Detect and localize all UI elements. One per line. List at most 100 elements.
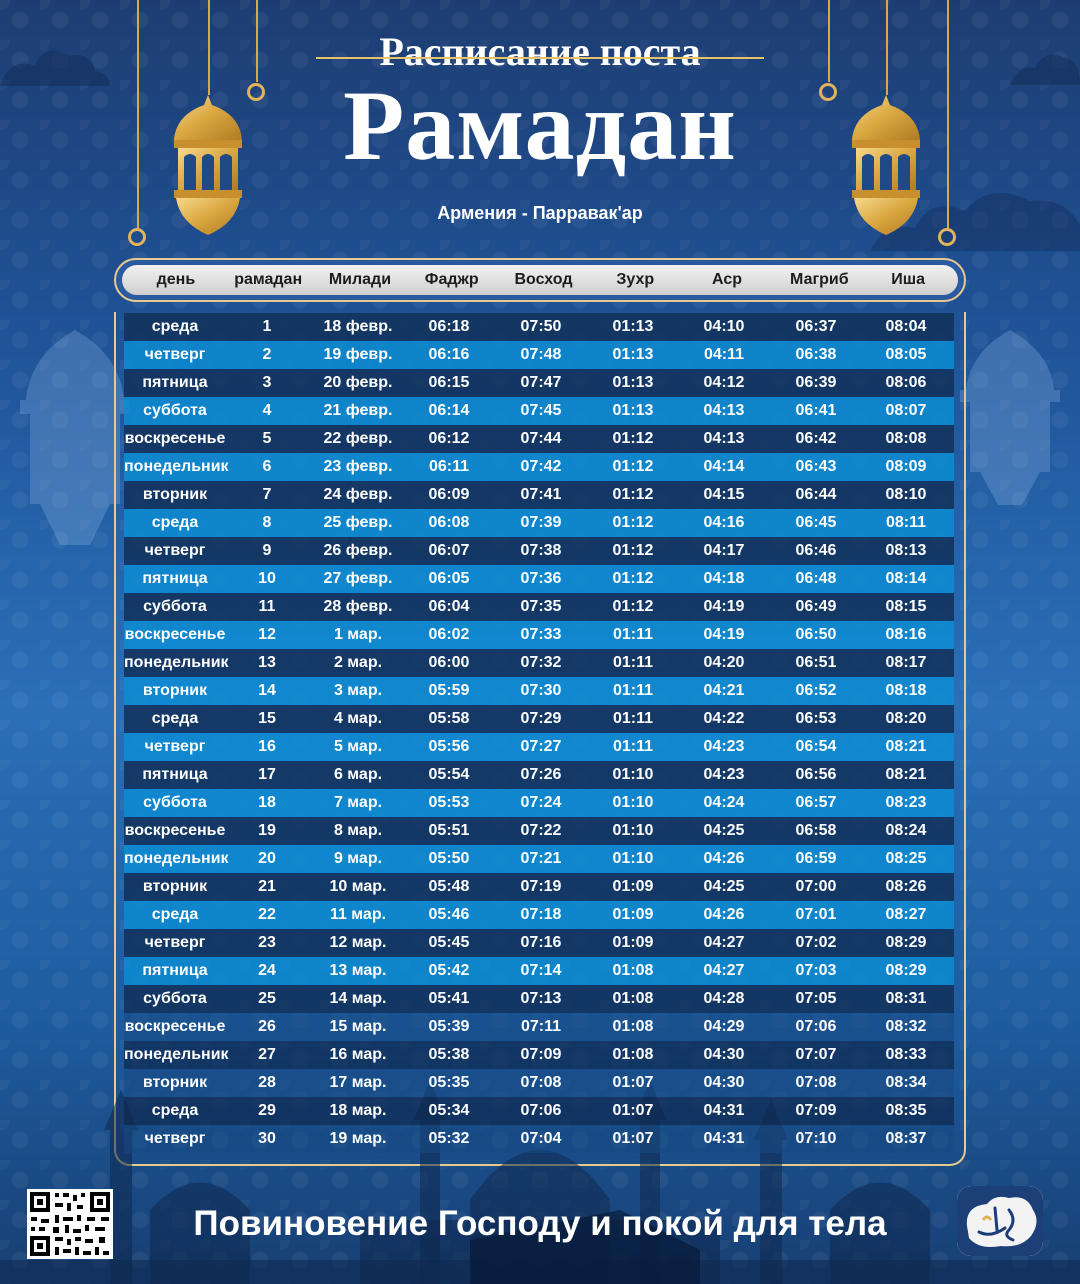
cell-isha: 08:14 xyxy=(885,570,927,587)
cell-fajr: 05:59 xyxy=(428,682,470,699)
cell-maghrib: 06:51 xyxy=(795,654,837,671)
cell-asr: 04:12 xyxy=(703,374,745,391)
cell-ramadan-day: 28 xyxy=(258,1074,276,1091)
cell-dhuhr: 01:10 xyxy=(612,766,654,783)
cell-ramadan-day: 10 xyxy=(258,570,276,587)
cell-isha: 08:13 xyxy=(885,542,927,559)
cell-dhuhr: 01:13 xyxy=(612,318,654,335)
cell-fajr: 06:05 xyxy=(428,570,470,587)
cell-dhuhr: 01:08 xyxy=(612,990,654,1007)
col-header-ramadan: рамадан xyxy=(234,271,303,288)
cell-ramadan-day: 4 xyxy=(262,402,272,419)
table-row: среда 29 18 мар. 05:34 07:06 01:07 04:31 07:09 0… xyxy=(124,1097,954,1125)
cell-dhuhr: 01:10 xyxy=(612,794,654,811)
cell-isha: 08:18 xyxy=(885,682,927,699)
cell-isha: 08:15 xyxy=(885,598,927,615)
cell-sunrise: 07:18 xyxy=(520,906,562,923)
cell-asr: 04:19 xyxy=(703,598,745,615)
calligraphy-logo-icon[interactable] xyxy=(957,1186,1043,1256)
cell-fajr: 05:48 xyxy=(428,878,470,895)
cell-dhuhr: 01:08 xyxy=(612,1018,654,1035)
cell-asr: 04:13 xyxy=(703,402,745,419)
cell-sunrise: 07:45 xyxy=(520,402,562,419)
table-row: суббота 4 21 февр. 06:14 07:45 01:13 04:13 06:4… xyxy=(124,397,954,425)
cell-fajr: 05:50 xyxy=(428,850,470,867)
table-row: воскресенье 12 1 мар. 06:02 07:33 01:11 04:19 0… xyxy=(124,621,954,649)
cell-asr: 04:20 xyxy=(703,654,745,671)
cell-ramadan-day: 26 xyxy=(258,1018,276,1035)
cell-dhuhr: 01:09 xyxy=(612,906,654,923)
cell-fajr: 06:12 xyxy=(428,430,470,447)
chain-2 xyxy=(208,0,210,95)
cell-day: среда xyxy=(151,710,199,727)
cell-asr: 04:31 xyxy=(703,1102,745,1119)
cell-maghrib: 06:45 xyxy=(795,514,837,531)
cell-dhuhr: 01:10 xyxy=(612,822,654,839)
cell-ramadan-day: 19 xyxy=(258,822,276,839)
cell-maghrib: 07:06 xyxy=(795,1018,837,1035)
cell-fajr: 05:45 xyxy=(428,934,470,951)
table-row: суббота 18 7 мар. 05:53 07:24 01:10 04:24 06:57… xyxy=(124,789,954,817)
cell-isha: 08:24 xyxy=(885,822,927,839)
cell-maghrib: 06:49 xyxy=(795,598,837,615)
cell-fajr: 05:46 xyxy=(428,906,470,923)
cell-ramadan-day: 2 xyxy=(262,346,272,363)
table-row: четверг 2 19 февр. 06:16 07:48 01:13 04:11 06:3… xyxy=(124,341,954,369)
cell-asr: 04:25 xyxy=(703,822,745,839)
cell-isha: 08:11 xyxy=(885,514,927,531)
cell-maghrib: 06:56 xyxy=(795,766,837,783)
cell-isha: 08:07 xyxy=(885,402,927,419)
cell-maghrib: 07:07 xyxy=(795,1046,837,1063)
cell-dhuhr: 01:11 xyxy=(612,738,654,755)
cell-dhuhr: 01:13 xyxy=(612,346,654,363)
cell-ramadan-day: 27 xyxy=(258,1046,276,1063)
cell-isha: 08:25 xyxy=(885,850,927,867)
cell-isha: 08:34 xyxy=(885,1074,927,1091)
cell-sunrise: 07:44 xyxy=(520,430,562,447)
cell-asr: 04:10 xyxy=(703,318,745,335)
cell-fajr: 06:16 xyxy=(428,346,470,363)
cloud-left xyxy=(0,50,110,86)
cell-sunrise: 07:42 xyxy=(520,458,562,475)
cell-day: вторник xyxy=(142,1074,208,1091)
cell-ramadan-day: 21 xyxy=(258,878,276,895)
cell-fajr: 05:42 xyxy=(428,962,470,979)
cell-ramadan-day: 11 xyxy=(258,598,276,615)
cell-dhuhr: 01:08 xyxy=(612,1046,654,1063)
cell-ramadan-day: 25 xyxy=(258,990,276,1007)
cell-sunrise: 07:38 xyxy=(520,542,562,559)
table-row: суббота 25 14 мар. 05:41 07:13 01:08 04:28 07:0… xyxy=(124,985,954,1013)
cell-dhuhr: 01:11 xyxy=(612,682,654,699)
cell-day: суббота xyxy=(143,794,207,811)
cell-ramadan-day: 14 xyxy=(258,682,276,699)
cell-day: вторник xyxy=(142,486,208,503)
col-header-miladi: Милади xyxy=(328,271,392,288)
chain-5 xyxy=(886,0,888,95)
cell-sunrise: 07:47 xyxy=(520,374,562,391)
cell-maghrib: 07:03 xyxy=(795,962,837,979)
cell-ramadan-day: 8 xyxy=(262,514,272,531)
chain-ring-6 xyxy=(938,228,956,246)
col-header-asr: Аср xyxy=(712,271,743,288)
cell-day: пятница xyxy=(142,374,208,391)
cell-miladi-date: 18 мар. xyxy=(329,1102,387,1119)
cell-fajr: 06:09 xyxy=(428,486,470,503)
cell-isha: 08:20 xyxy=(885,710,927,727)
cell-maghrib: 07:08 xyxy=(795,1074,837,1091)
cell-maghrib: 06:46 xyxy=(795,542,837,559)
cell-miladi-date: 21 февр. xyxy=(323,402,393,419)
cell-isha: 08:29 xyxy=(885,934,927,951)
qr-code-icon[interactable] xyxy=(27,1189,113,1259)
cell-day: воскресенье xyxy=(124,430,226,447)
cell-dhuhr: 01:10 xyxy=(612,850,654,867)
cell-fajr: 05:32 xyxy=(428,1130,470,1147)
cell-asr: 04:13 xyxy=(703,430,745,447)
cell-miladi-date: 19 мар. xyxy=(329,1130,387,1147)
table-row: пятница 24 13 мар. 05:42 07:14 01:08 04:27 07:0… xyxy=(124,957,954,985)
cell-dhuhr: 01:13 xyxy=(612,402,654,419)
cell-miladi-date: 11 мар. xyxy=(329,906,387,923)
cell-dhuhr: 01:12 xyxy=(612,458,654,475)
cloud-right-top xyxy=(1010,54,1080,85)
cell-asr: 04:25 xyxy=(703,878,745,895)
col-header-isha: Иша xyxy=(891,271,925,288)
